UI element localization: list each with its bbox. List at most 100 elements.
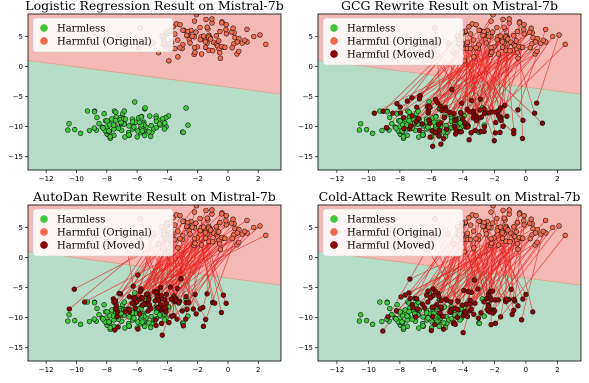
move-arrow: [495, 44, 566, 113]
point-harmless: [96, 311, 102, 318]
point-harmful-moved: [430, 313, 436, 320]
point-harmful-original: [180, 218, 186, 224]
move-arrow: [490, 245, 512, 290]
point-harmless: [161, 126, 168, 132]
point-harmful-moved: [472, 127, 478, 134]
point-harmful-moved: [511, 296, 517, 302]
point-harmful-moved: [385, 314, 391, 320]
point-harmful-moved: [487, 309, 493, 315]
point-harmful-original: [213, 224, 219, 230]
point-harmless: [118, 119, 124, 126]
x-tick-label: 2: [256, 175, 260, 183]
point-harmless: [107, 134, 113, 140]
point-harmful-original: [507, 48, 513, 54]
point-harmless: [126, 132, 132, 138]
point-harmful-moved: [166, 319, 172, 326]
point-harmless: [139, 128, 145, 134]
point-harmful-original: [520, 235, 526, 242]
point-harmless: [131, 124, 137, 130]
point-harmful-moved: [186, 299, 192, 306]
point-harmful-moved: [481, 110, 488, 117]
legend-box: [32, 208, 174, 257]
move-arrow: [464, 232, 536, 312]
legend-marker: [330, 24, 338, 32]
x-tick-label: 0: [226, 175, 230, 183]
point-harmful-original: [466, 24, 472, 30]
point-harmless: [66, 312, 72, 318]
y-tick-label: −15: [298, 344, 313, 352]
point-harmful-moved: [415, 306, 421, 312]
x-tick-label: −6: [132, 366, 143, 374]
point-harmful-original: [488, 44, 494, 51]
x-tick-label: −8: [395, 175, 405, 183]
y-tick-label: 5: [19, 224, 23, 232]
point-harmless: [96, 120, 102, 127]
point-harmful-moved: [442, 296, 449, 302]
legend-marker: [40, 228, 48, 236]
move-arrow: [521, 231, 544, 320]
x-tick-label: −6: [426, 366, 437, 374]
point-harmful-moved: [414, 296, 420, 302]
point-harmful-moved: [466, 137, 472, 143]
point-harmful-original: [217, 219, 223, 226]
point-harmless: [481, 313, 487, 319]
x-tick-label: 2: [256, 366, 260, 374]
x-tick-label: −4: [162, 366, 173, 374]
y-tick-label: 0: [309, 63, 313, 71]
point-harmful-original: [520, 44, 526, 51]
point-harmful-moved: [415, 115, 422, 122]
point-harmless: [153, 124, 160, 131]
plot-frame: [317, 204, 582, 362]
point-harmless: [100, 316, 106, 322]
point-harmful-moved: [146, 302, 153, 308]
point-harmful-original: [175, 228, 181, 234]
point-harmful-original: [530, 225, 536, 232]
point-harmful-original: [175, 37, 181, 43]
point-harmful-moved: [518, 317, 525, 323]
point-harmful-moved: [410, 304, 416, 311]
point-harmful-moved: [402, 292, 408, 298]
x-tick-label: 2: [555, 366, 559, 374]
move-arrow: [202, 249, 221, 308]
point-harmless: [379, 318, 385, 325]
point-harmless: [393, 125, 399, 131]
point-harmful-original: [514, 28, 521, 35]
chart-title: AutoDan Rewrite Result on Mistral-7b: [32, 189, 276, 204]
point-harmful-original: [236, 239, 242, 246]
point-harmful-original: [192, 240, 198, 247]
point-harmful-original: [197, 215, 203, 222]
point-harmful-moved: [184, 306, 190, 313]
x-tick-label: −8: [102, 366, 112, 374]
point-harmless: [185, 122, 191, 128]
point-harmful-original: [500, 16, 506, 23]
y-tick-label: 0: [19, 254, 23, 262]
point-harmful-moved: [135, 272, 141, 278]
point-harmless: [406, 117, 412, 124]
point-harmful-moved: [200, 323, 207, 330]
point-harmless: [379, 127, 385, 134]
x-tick-label: −10: [361, 366, 376, 374]
point-harmful-original: [234, 230, 240, 236]
point-harmless: [115, 125, 122, 132]
legend-marker: [330, 50, 338, 58]
x-tick-label: −10: [69, 175, 84, 183]
point-harmful-moved: [495, 297, 501, 303]
point-harmful-moved: [81, 299, 88, 305]
point-harmful-original: [216, 38, 222, 44]
y-tick-label: −10: [298, 314, 313, 322]
point-harmful-moved: [539, 120, 546, 126]
point-harmful-original: [514, 219, 521, 226]
point-harmful-original: [203, 16, 209, 23]
point-harmless: [148, 324, 154, 331]
point-harmless: [159, 116, 166, 122]
plot-area: [28, 14, 281, 170]
move-arrow: [461, 47, 492, 104]
point-harmful-original: [530, 34, 536, 41]
y-tick-label: −5: [303, 93, 313, 101]
point-harmful-original: [467, 236, 474, 243]
point-harmful-moved: [438, 120, 444, 126]
x-tick-label: −12: [39, 175, 54, 183]
point-harmful-original: [207, 36, 214, 42]
point-harmless: [122, 116, 129, 122]
point-harmful-original: [505, 36, 511, 42]
